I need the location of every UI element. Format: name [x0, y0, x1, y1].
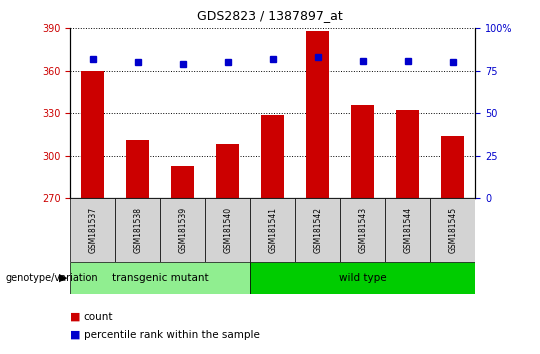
Text: GSM181540: GSM181540 — [223, 207, 232, 253]
Bar — [352, 105, 374, 198]
Text: GSM181542: GSM181542 — [313, 207, 322, 253]
Bar — [442, 136, 464, 198]
Text: ▶: ▶ — [59, 273, 68, 283]
Text: wild type: wild type — [339, 273, 387, 283]
Text: GSM181538: GSM181538 — [133, 207, 142, 253]
Text: transgenic mutant: transgenic mutant — [112, 273, 208, 283]
Bar — [160, 198, 205, 262]
Bar — [250, 198, 295, 262]
Bar — [250, 262, 475, 294]
Bar — [396, 110, 419, 198]
Bar — [340, 198, 385, 262]
Text: count: count — [84, 312, 113, 322]
Text: GSM181544: GSM181544 — [403, 207, 412, 253]
Text: percentile rank within the sample: percentile rank within the sample — [84, 330, 260, 339]
Bar — [172, 166, 194, 198]
Bar — [70, 198, 115, 262]
Bar — [307, 31, 329, 198]
Text: GSM181545: GSM181545 — [448, 207, 457, 253]
Bar — [70, 262, 250, 294]
Bar — [205, 198, 250, 262]
Text: ■: ■ — [70, 330, 80, 339]
Text: ■: ■ — [70, 312, 80, 322]
Bar — [115, 198, 160, 262]
Text: GSM181539: GSM181539 — [178, 207, 187, 253]
Bar — [217, 144, 239, 198]
Bar — [126, 140, 149, 198]
Text: GDS2823 / 1387897_at: GDS2823 / 1387897_at — [197, 9, 343, 22]
Text: GSM181537: GSM181537 — [88, 207, 97, 253]
Bar — [430, 198, 475, 262]
Bar — [261, 115, 284, 198]
Bar — [82, 71, 104, 198]
Text: GSM181541: GSM181541 — [268, 207, 277, 253]
Bar — [385, 198, 430, 262]
Bar — [295, 198, 340, 262]
Text: GSM181543: GSM181543 — [358, 207, 367, 253]
Text: genotype/variation: genotype/variation — [5, 273, 98, 283]
